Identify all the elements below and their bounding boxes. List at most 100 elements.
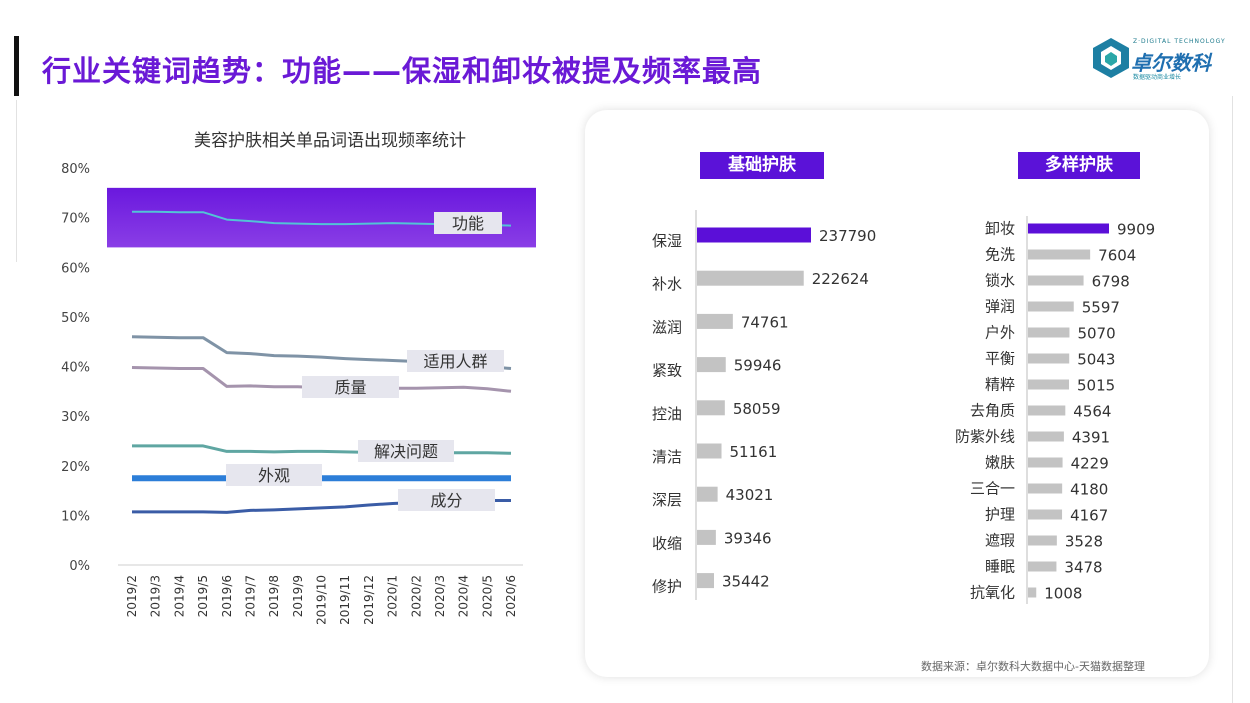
- category-label: 收缩: [652, 534, 682, 552]
- bar: [697, 227, 811, 243]
- category-label: 平衡: [985, 350, 1015, 368]
- value-label: 39346: [724, 529, 772, 547]
- bar: [1028, 301, 1074, 312]
- category-label: 修护: [652, 578, 682, 596]
- bar: [697, 400, 725, 416]
- logo-tagline-top: Z·DIGITAL TECHNOLOGY: [1133, 38, 1226, 45]
- y-tick-label: 20%: [61, 460, 90, 475]
- value-label: 43021: [726, 486, 774, 504]
- bar: [1028, 561, 1057, 572]
- x-tick-label: 2019/7: [243, 575, 257, 617]
- bar: [1028, 509, 1063, 520]
- series-label: 外观: [226, 464, 322, 486]
- bar: [1028, 431, 1064, 442]
- svg-text:功能: 功能: [452, 214, 484, 233]
- bar: [697, 313, 733, 329]
- value-label: 9909: [1117, 221, 1155, 239]
- category-label: 防紫外线: [955, 428, 1015, 446]
- series-label: 成分: [398, 489, 495, 511]
- title-accent-bar: [14, 36, 19, 96]
- category-label: 护理: [985, 506, 1015, 524]
- value-label: 4229: [1071, 455, 1109, 473]
- value-label: 5043: [1077, 351, 1115, 369]
- x-tick-label: 2019/2: [125, 575, 139, 617]
- svg-text:解决问题: 解决问题: [374, 442, 438, 461]
- chart-title: 美容护肤相关单品词语出现频率统计: [194, 131, 466, 151]
- logo-mark-icon: [1093, 38, 1129, 78]
- category-label: 睡眠: [985, 558, 1015, 576]
- x-tick-label: 2019/9: [291, 575, 305, 617]
- category-label: 三合一: [970, 480, 1015, 498]
- x-tick-label: 2020/5: [480, 575, 494, 617]
- series-line: [132, 444, 512, 455]
- logo-tagline-bottom: 数据驱动商业增长: [1133, 74, 1182, 81]
- x-tick-label: 2019/12: [362, 575, 376, 625]
- value-label: 237790: [819, 227, 876, 245]
- series-label: 功能: [434, 212, 502, 234]
- y-tick-label: 40%: [61, 361, 90, 376]
- value-label: 6798: [1092, 273, 1130, 291]
- category-label: 抗氧化: [970, 584, 1015, 602]
- category-label: 遮瑕: [985, 532, 1015, 550]
- svg-text:质量: 质量: [334, 378, 366, 397]
- series-label: 适用人群: [407, 350, 504, 372]
- value-label: 222624: [812, 270, 869, 288]
- x-tick-label: 2020/2: [409, 575, 423, 617]
- x-tick-label: 2020/3: [433, 575, 447, 617]
- value-label: 59946: [734, 357, 782, 375]
- decor-line-right: [1232, 96, 1233, 703]
- bar: [1028, 535, 1057, 546]
- category-label: 去角质: [970, 402, 1015, 420]
- category-label: 清洁: [652, 448, 682, 466]
- bar: [1028, 249, 1091, 260]
- y-tick-label: 70%: [61, 212, 90, 227]
- bar: [1028, 587, 1037, 598]
- value-label: 74761: [741, 313, 789, 331]
- value-label: 58059: [733, 400, 781, 418]
- bar: [697, 443, 722, 459]
- value-label: 3528: [1065, 533, 1103, 551]
- value-label: 4391: [1072, 429, 1110, 447]
- bar: [697, 357, 726, 373]
- svg-text:适用人群: 适用人群: [423, 352, 487, 371]
- x-tick-label: 2019/4: [172, 575, 186, 617]
- category-label: 户外: [985, 324, 1015, 342]
- series-label: 质量: [302, 376, 399, 398]
- value-label: 1008: [1044, 585, 1082, 603]
- category-label: 保湿: [652, 232, 682, 250]
- x-tick-label: 2019/6: [220, 575, 234, 617]
- y-tick-label: 10%: [61, 509, 90, 524]
- value-label: 4564: [1073, 403, 1111, 421]
- category-label: 控油: [652, 405, 682, 423]
- bar-charts-card: [585, 110, 1209, 677]
- bar: [1028, 379, 1069, 390]
- value-label: 5015: [1077, 377, 1115, 395]
- category-label: 深层: [652, 491, 682, 509]
- page-title: 行业关键词趋势：功能——保湿和卸妆被提及频率最高: [42, 54, 763, 88]
- value-label: 4180: [1070, 481, 1108, 499]
- bar: [1028, 405, 1066, 416]
- value-label: 3478: [1064, 559, 1102, 577]
- category-label: 弹润: [985, 298, 1015, 316]
- y-tick-label: 0%: [69, 559, 90, 574]
- data-source-note: 数据来源：卓尔数科大数据中心-天猫数据整理: [921, 660, 1145, 673]
- category-label: 嫩肤: [985, 454, 1015, 472]
- bar: [697, 573, 714, 589]
- bar: [1028, 457, 1063, 468]
- series-label: 解决问题: [358, 440, 454, 462]
- x-tick-label: 2020/4: [457, 575, 471, 617]
- decor-line-left: [16, 100, 17, 262]
- category-label: 免洗: [985, 246, 1015, 264]
- category-label: 紧致: [652, 362, 682, 380]
- x-tick-label: 2020/6: [504, 575, 518, 617]
- bar: [1028, 275, 1084, 286]
- category-label: 卸妆: [985, 220, 1015, 238]
- value-label: 51161: [730, 443, 778, 461]
- x-tick-label: 2019/10: [315, 575, 329, 625]
- value-label: 7604: [1098, 247, 1136, 265]
- x-tick-label: 2019/8: [267, 575, 281, 617]
- x-tick-label: 2019/3: [149, 575, 163, 617]
- value-label: 5597: [1082, 299, 1120, 317]
